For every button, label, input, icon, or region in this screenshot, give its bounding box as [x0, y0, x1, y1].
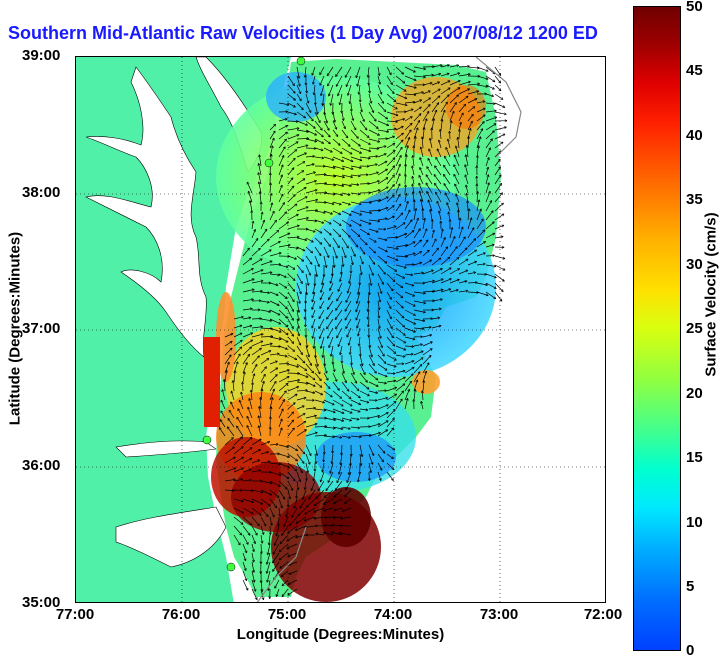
- colorbar-tick: 20: [686, 385, 703, 402]
- y-tick-label: 37:00: [22, 320, 61, 337]
- x-tick-label: 77:00: [55, 606, 95, 623]
- colorbar-tick: 30: [686, 256, 703, 273]
- colorbar: [633, 6, 681, 651]
- chesapeake-bay: [85, 66, 207, 358]
- colorbar-tick: 15: [686, 449, 703, 466]
- grid-lines: [76, 57, 605, 602]
- y-tick-label: 38:00: [22, 184, 61, 201]
- colorbar-tick: 5: [686, 578, 695, 595]
- map-canvas: [76, 57, 605, 602]
- velocity-field: [204, 59, 501, 602]
- map-plot-area: [75, 56, 606, 603]
- radar-station-marker: [264, 158, 274, 168]
- colorbar-tick: 50: [686, 0, 703, 15]
- colorbar-tick: 40: [686, 127, 703, 144]
- x-tick-label: 74:00: [373, 606, 413, 623]
- shelf-contour: [475, 57, 522, 158]
- x-tick-label: 73:00: [479, 606, 519, 623]
- colorbar-title: Surface Velocity (cm/s): [702, 212, 720, 377]
- shelf-contour-south: [256, 526, 307, 602]
- map-title: Southern Mid-Atlantic Raw Velocities (1 …: [8, 23, 598, 43]
- y-tick-label: 35:00: [22, 594, 61, 611]
- colorbar-tick: 10: [686, 514, 703, 531]
- radar-station-marker: [202, 435, 212, 445]
- y-tick-label: 36:00: [22, 457, 61, 474]
- radar-station-marker: [296, 57, 306, 66]
- y-axis-title: Latitude (Degrees:Minutes): [6, 231, 24, 426]
- colorbar-tick: 0: [686, 642, 695, 659]
- pamlico-sound: [115, 506, 227, 568]
- x-axis-title: Longitude (Degrees:Minutes): [236, 626, 445, 643]
- radar-station-marker: [226, 562, 236, 572]
- colorbar-tick: 25: [686, 320, 703, 337]
- colorbar-tick: 35: [686, 191, 703, 208]
- velocity-vectors: [218, 64, 508, 601]
- y-tick-label: 39:00: [22, 47, 61, 64]
- x-tick-label: 76:00: [161, 606, 201, 623]
- colorbar-tick: 45: [686, 62, 703, 79]
- albemarle-sound: [115, 440, 217, 458]
- x-tick-label: 72:00: [583, 606, 623, 623]
- x-tick-label: 75:00: [267, 606, 307, 623]
